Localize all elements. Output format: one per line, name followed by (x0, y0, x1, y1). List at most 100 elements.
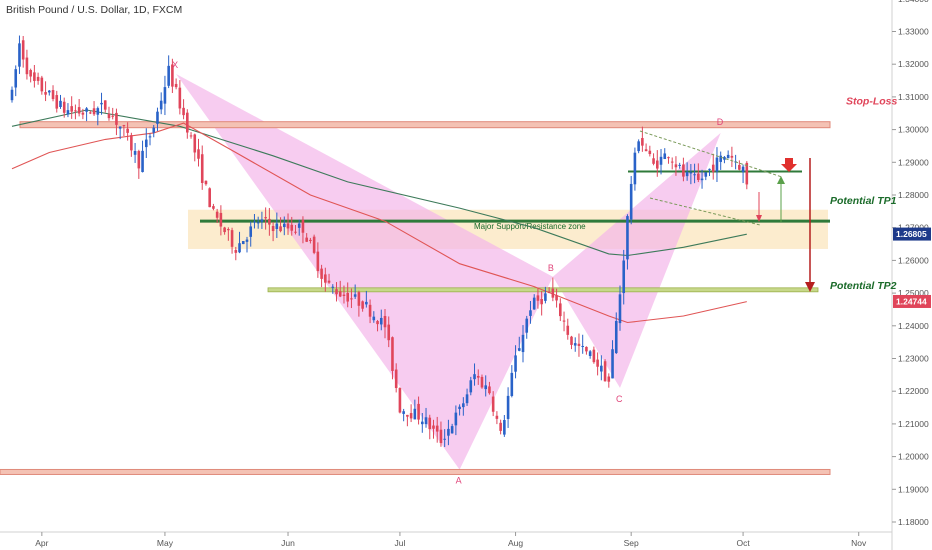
candle-body (309, 239, 312, 242)
candle-body (473, 374, 476, 380)
price-tag-label: 1.26805 (896, 229, 927, 239)
candle-body (327, 280, 331, 283)
candle-body (167, 65, 170, 86)
y-tick-label: 1.28000 (898, 190, 929, 200)
candle-body (682, 164, 685, 177)
candle-body (346, 292, 349, 302)
candle-body (357, 292, 361, 306)
candle-body (394, 369, 398, 389)
x-tick-label: May (157, 538, 174, 548)
sma-long-line (11, 109, 747, 257)
candle-body (726, 154, 730, 159)
candle-body (361, 301, 364, 309)
candle-body (529, 310, 532, 316)
candle-body (551, 288, 555, 298)
candle-body (118, 126, 122, 129)
candle-body (111, 115, 115, 117)
y-tick-label: 1.24000 (898, 321, 929, 331)
candle-body (480, 376, 484, 388)
candle-body (238, 243, 241, 253)
x-tick-label: Oct (736, 538, 750, 548)
candle-body (294, 231, 297, 233)
y-tick-label: 1.23000 (898, 354, 929, 364)
candle-body (200, 154, 204, 183)
candle-body (171, 64, 174, 87)
candle-body (488, 386, 491, 394)
candle-body (148, 136, 152, 138)
pattern-point-d: D (717, 117, 724, 127)
candle-body (708, 168, 711, 170)
sma-short-line (11, 122, 747, 324)
candle-body (704, 172, 708, 177)
y-tick-label: 1.18000 (898, 517, 929, 527)
candle-body (566, 325, 570, 335)
candle-body (629, 183, 633, 220)
bottom-zone-band (0, 468, 831, 475)
candle-body (745, 162, 749, 185)
candle-body (89, 112, 92, 114)
y-tick-label: 1.33000 (898, 27, 929, 37)
candle-body (137, 151, 141, 169)
candle-body (379, 317, 383, 325)
candle-body (324, 274, 327, 283)
candle-body (21, 40, 25, 60)
candle-body (540, 298, 543, 305)
x-tick-label: Jul (394, 538, 405, 548)
candle-body (730, 155, 734, 158)
y-tick-label: 1.19000 (898, 484, 929, 494)
candle-body (450, 426, 454, 434)
candle-body (282, 223, 286, 228)
candle-body (342, 294, 346, 296)
candle-body (715, 157, 719, 172)
candle-body (484, 385, 488, 390)
candle-body (126, 128, 129, 133)
candle-body (48, 90, 51, 93)
candle-body (245, 239, 249, 242)
arrow-down-small-head (756, 215, 762, 222)
candle-body (641, 138, 644, 146)
candle-body (215, 211, 219, 218)
candle-body (223, 227, 226, 233)
candle-body (29, 70, 32, 77)
candle-body (368, 304, 372, 317)
candle-body (697, 173, 700, 180)
candle-body (96, 108, 100, 115)
pattern-bcd-triangle (552, 132, 721, 388)
candle-body (18, 43, 21, 67)
y-tick-label: 1.29000 (898, 157, 929, 167)
candle-body (234, 250, 238, 253)
candle-body (376, 321, 379, 325)
candle-body (279, 226, 282, 232)
candle-body (562, 320, 566, 322)
candle-body (350, 298, 353, 300)
candle-body (241, 241, 245, 245)
tp1-label: Potential TP1 (830, 195, 897, 207)
candle-body (544, 293, 547, 301)
candle-body (644, 149, 648, 152)
candle-body (141, 150, 144, 173)
candle-body (678, 164, 681, 166)
candle-body (305, 237, 308, 242)
candle-body (383, 315, 387, 328)
y-tick-label: 1.26000 (898, 255, 929, 265)
candle-body (622, 260, 626, 294)
candle-body (107, 113, 111, 119)
x-tick-label: Aug (508, 538, 523, 548)
candle-body (719, 155, 722, 162)
candle-body (611, 349, 614, 379)
candle-body (40, 77, 44, 92)
candle-body (55, 95, 59, 109)
candle-body (585, 346, 588, 352)
candle-body (230, 230, 234, 247)
candle-body (219, 212, 223, 227)
candle-body (212, 206, 215, 209)
candle-body (92, 108, 96, 115)
y-tick-label: 1.31000 (898, 92, 929, 102)
arrow-up-head (777, 176, 785, 184)
candle-body (711, 164, 715, 172)
tp2-label: Potential TP2 (830, 280, 897, 292)
price-tag (893, 294, 931, 308)
candle-body (603, 361, 607, 382)
pattern-xab-triangle (176, 74, 553, 470)
